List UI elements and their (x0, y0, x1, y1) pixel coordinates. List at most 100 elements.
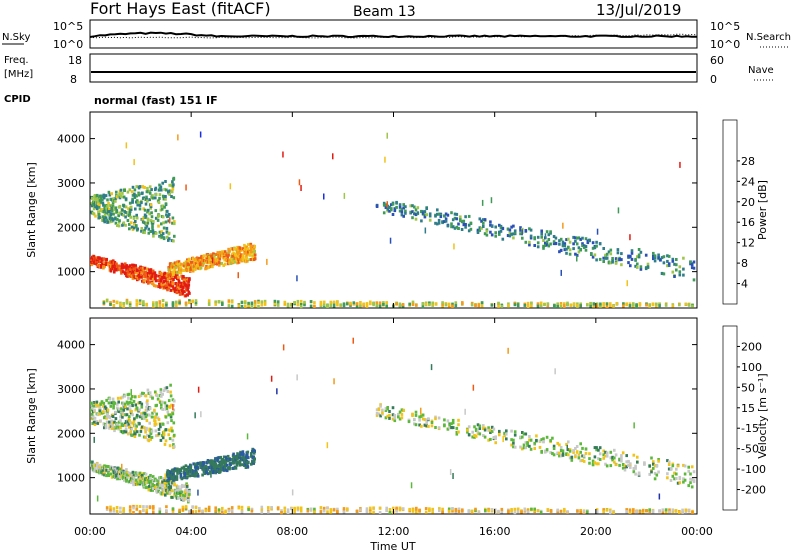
data-cell (138, 275, 141, 279)
data-cell (443, 423, 446, 427)
data-cell (200, 411, 202, 418)
data-cell (165, 509, 168, 513)
data-cell (260, 505, 264, 509)
data-cell (478, 432, 482, 436)
data-cell (138, 505, 142, 508)
data-cell (421, 417, 425, 421)
data-cell (232, 257, 235, 261)
data-cell (121, 424, 125, 427)
data-cell (420, 414, 423, 418)
data-cell (674, 509, 678, 513)
data-cell (241, 463, 244, 467)
data-cell (682, 256, 685, 260)
data-cell (138, 207, 142, 211)
data-cell (662, 272, 666, 276)
data-cell (253, 457, 256, 461)
data-cell (252, 246, 256, 250)
data-cell (605, 302, 609, 306)
data-cell (611, 455, 614, 459)
data-cell (299, 506, 303, 510)
data-cell (154, 216, 158, 220)
data-cell (224, 468, 227, 472)
data-cell (95, 400, 99, 404)
data-cell (653, 259, 657, 263)
data-cell (253, 253, 257, 257)
data-cell (171, 284, 175, 288)
data-cell (147, 227, 151, 231)
data-cell (660, 272, 664, 275)
data-cell (402, 409, 405, 412)
data-cell (482, 427, 485, 430)
data-cell (132, 479, 136, 483)
data-cell (171, 509, 175, 513)
data-cell (205, 265, 208, 268)
data-cell (413, 422, 416, 426)
data-cell (119, 426, 122, 430)
data-cell (512, 224, 515, 228)
data-cell (161, 392, 164, 396)
data-cell (333, 378, 335, 385)
data-cell (239, 452, 243, 456)
data-cell (538, 445, 542, 449)
data-cell (177, 260, 181, 264)
data-cell (489, 428, 492, 432)
data-cell (99, 402, 102, 406)
data-cell (111, 205, 115, 209)
data-cell (521, 435, 524, 439)
data-cell (165, 386, 169, 390)
data-cell (588, 452, 591, 456)
data-cell (286, 508, 290, 512)
data-cell (339, 303, 342, 307)
data-cell (129, 411, 133, 415)
data-cell (546, 304, 550, 308)
data-cell (197, 386, 200, 393)
data-cell (612, 511, 615, 514)
data-cell (111, 264, 114, 268)
data-cell (607, 250, 611, 254)
data-cell (135, 185, 138, 189)
data-cell (638, 510, 642, 514)
data-cell (250, 247, 253, 251)
data-cell (621, 466, 625, 470)
data-cell (148, 198, 151, 202)
data-cell (567, 237, 570, 241)
data-cell (171, 280, 174, 284)
data-cell (164, 279, 168, 283)
data-cell (510, 429, 513, 433)
data-cell (428, 218, 432, 222)
data-cell (473, 434, 476, 437)
data-cell (386, 414, 389, 418)
data-cell (185, 469, 189, 472)
colorbar-tick-label: -200 (741, 484, 766, 497)
data-cell (95, 420, 99, 424)
data-cell (386, 207, 389, 211)
data-cell (123, 189, 126, 192)
data-cell (521, 236, 524, 240)
data-cell (119, 188, 123, 192)
data-cell (556, 451, 559, 455)
data-cell (497, 509, 500, 513)
data-cell (111, 468, 115, 472)
data-cell (104, 466, 107, 470)
data-cell (153, 422, 157, 426)
data-cell (386, 201, 388, 208)
power-cells (90, 131, 696, 309)
data-cell (408, 302, 411, 306)
data-cell (438, 509, 441, 513)
data-cell (173, 433, 176, 437)
data-cell (171, 282, 175, 286)
data-cell (240, 505, 244, 509)
data-cell (444, 219, 448, 223)
data-cell (575, 253, 579, 257)
data-cell (625, 510, 628, 514)
data-cell (151, 272, 154, 275)
data-cell (480, 304, 484, 308)
data-cell (487, 426, 490, 430)
data-cell (230, 300, 234, 304)
data-cell (166, 235, 169, 239)
data-cell (540, 232, 543, 236)
data-cell (160, 406, 163, 410)
data-cell (653, 477, 657, 481)
y-tick-label: 3000 (57, 177, 85, 190)
data-cell (95, 402, 98, 406)
